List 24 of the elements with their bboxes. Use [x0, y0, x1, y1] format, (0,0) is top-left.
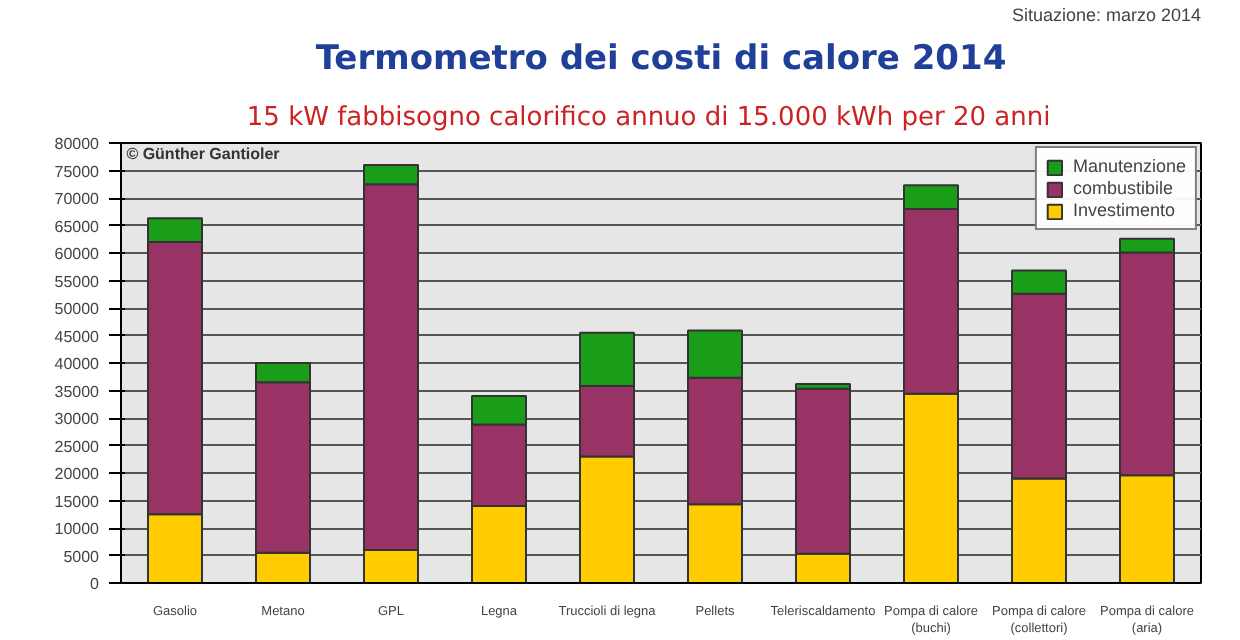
y-tick-label: 15000 — [54, 492, 101, 511]
annotation: © Günther Gantioler — [126, 144, 280, 163]
chart-subtitle: 15 kW fabbisogno calorifico annuo di 15.000 kWh per 20 anni — [246, 103, 1051, 133]
y-tick-label: 45000 — [54, 327, 101, 346]
legend-label: Investimento — [1072, 200, 1175, 220]
y-tick-label: 40000 — [54, 355, 101, 373]
chart-title: Termometro dei costi di calore 2014 — [315, 39, 1007, 79]
y-tick-label: 75000 — [54, 162, 101, 181]
y-tick-label: 5000 — [63, 547, 101, 566]
y-tick-label: 55000 — [54, 272, 101, 291]
legend-label: Manutenzione — [1072, 156, 1186, 176]
y-tick-label: 50000 — [54, 300, 101, 318]
y-tick-label: 0 — [90, 575, 101, 593]
y-tick-label: 70000 — [54, 190, 101, 208]
y-tick-label: 60000 — [54, 245, 101, 263]
y-tick-label: 20000 — [54, 465, 101, 483]
y-tick-label: 10000 — [54, 520, 101, 538]
y-tick-label: 35000 — [54, 382, 101, 401]
y-tick-label: 25000 — [54, 437, 101, 456]
legend-label: combustibile — [1072, 178, 1173, 198]
y-tick-label: 80000 — [54, 135, 101, 153]
y-tick-label: 30000 — [54, 410, 101, 428]
text: Situazione: marzo 2014 — [1011, 5, 1202, 25]
y-tick-label: 65000 — [54, 217, 101, 236]
